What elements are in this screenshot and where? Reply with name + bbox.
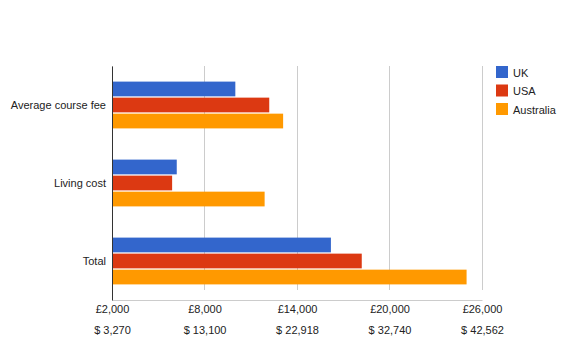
x-tick-label: £20,000: [370, 303, 410, 315]
legend-label: Australia: [513, 104, 557, 116]
x-axis-line: [113, 300, 483, 301]
x2-tick: $ 22,918: [276, 321, 319, 336]
x2-tick-label: $ 3,270: [94, 324, 131, 336]
legend-label: UK: [513, 67, 529, 79]
y-tick: Average course fee: [11, 99, 112, 111]
x2-tick-label: $ 32,740: [369, 324, 412, 336]
legend-swatch: [496, 85, 508, 97]
x2-tick: $ 42,562: [461, 321, 504, 336]
bar: [112, 176, 172, 191]
bar: [112, 270, 467, 285]
grid-line: [482, 66, 483, 290]
grid: [112, 66, 482, 290]
x-tick-label: £26,000: [463, 303, 503, 315]
bar-series: [112, 98, 362, 269]
x-tick-label: £8,000: [188, 303, 222, 315]
bar: [112, 192, 265, 207]
x2-tick-label: $ 42,562: [461, 324, 504, 336]
x-tick: £20,000: [370, 300, 410, 315]
y-tick: Total: [83, 255, 112, 267]
y-axis-line: [112, 67, 113, 301]
category-label: Living cost: [54, 177, 106, 189]
y-tick: Living cost: [54, 177, 112, 189]
x2-tick: $ 32,740: [369, 321, 412, 336]
category-label: Total: [83, 255, 106, 267]
category-label: Average course fee: [11, 99, 106, 111]
x-tick-label: £14,000: [278, 303, 318, 315]
chart-container: £2,000 £8,000 £14,000 £20,000 £26,000 $ 3,270…: [0, 0, 584, 356]
x-tick: £2,000: [96, 300, 130, 315]
x2-tick-label: $ 13,100: [184, 324, 227, 336]
bar: [112, 98, 269, 113]
x-tick: £14,000: [278, 300, 318, 315]
legend: UK USA Australia: [496, 66, 557, 116]
bar: [112, 114, 283, 129]
bars: [112, 82, 467, 285]
x2-tick: $ 13,100: [184, 321, 227, 336]
bar-series: [112, 114, 467, 285]
legend-swatch: [496, 66, 508, 78]
x2-tick: $ 3,270: [94, 321, 131, 336]
legend-item: Australia: [496, 103, 557, 116]
bar: [112, 82, 235, 97]
legend-swatch: [496, 103, 508, 115]
x-axis: £2,000 £8,000 £14,000 £20,000 £26,000: [96, 300, 503, 315]
x-tick: £8,000: [188, 300, 222, 315]
legend-label: USA: [513, 85, 536, 97]
bar: [112, 160, 177, 175]
x2-axis: $ 3,270 $ 13,100 $ 22,918 $ 32,740 $ 42,562: [94, 321, 504, 336]
x2-tick-label: $ 22,918: [276, 324, 319, 336]
legend-item: UK: [496, 66, 529, 79]
bar: [112, 254, 362, 269]
bar-series: [112, 82, 331, 253]
grid-line: [389, 66, 390, 290]
x-tick: £26,000: [463, 300, 503, 315]
chart-svg: £2,000 £8,000 £14,000 £20,000 £26,000 $ 3,270…: [0, 0, 584, 356]
legend-item: USA: [496, 85, 536, 98]
bar: [112, 238, 331, 253]
y-axis: Average course fee Living cost Total: [11, 67, 113, 301]
x-tick-label: £2,000: [96, 303, 130, 315]
x2-axis-line: [113, 321, 483, 322]
